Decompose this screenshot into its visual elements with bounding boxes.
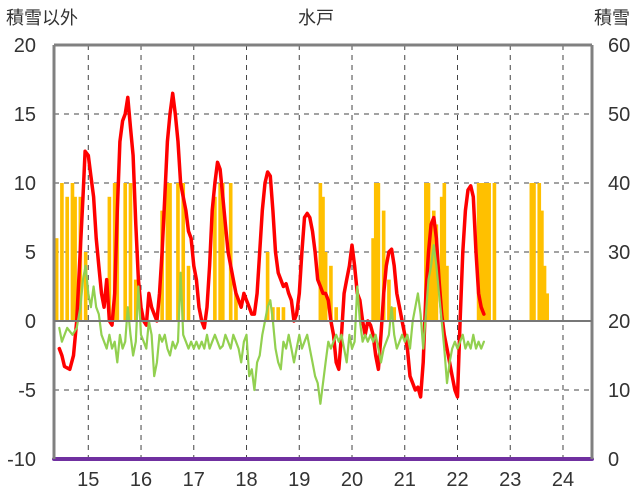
snow-bar [532,183,536,321]
snow-bar [218,183,222,321]
y-tick-left: 15 [14,104,36,126]
y-tick-right: 40 [608,173,630,195]
y-tick-left: -5 [18,380,36,402]
snow-bar [429,224,433,321]
snow-bar [487,183,491,321]
y-tick-right: 30 [608,242,630,264]
snow-bar [107,196,112,321]
snow-bar [439,196,444,321]
snow-bar [387,279,391,321]
snow-bar [479,183,484,321]
snow-bar [537,183,542,321]
snow-bar [321,196,325,321]
snow-bar [542,265,547,321]
snow-bar [392,307,397,321]
plot-frame [52,43,594,459]
snow-bar [431,210,436,321]
y-tick-left: -10 [7,449,36,471]
snow-bar [529,183,534,321]
snow-bar [445,265,449,321]
snow-bar [220,183,225,321]
snow-bar [54,238,59,321]
snow-bar [83,252,88,321]
x-tick: 19 [288,469,310,491]
snow-bar [128,183,133,321]
snow-bar [545,293,549,321]
snow-bar [492,183,497,321]
snow-bar [482,183,486,321]
snow-bar [373,183,378,321]
high-temp-line [57,91,486,399]
snow-bar [376,183,381,321]
snow-bar [265,252,270,321]
y-tick-left: 5 [25,242,36,264]
snow-bar [168,183,172,321]
snow-bar [65,196,70,321]
snow-bar [540,210,544,321]
snow-bar [276,307,280,321]
temperature-lines [52,91,594,461]
y-tick-left: 0 [25,311,36,333]
x-tick: 16 [130,469,152,491]
x-tick: 22 [446,469,468,491]
snow-bar [60,183,64,321]
low-temp-line [58,244,485,405]
snow-bar [213,196,217,321]
snow-bar [186,265,191,321]
y-tick-right: 10 [608,380,630,402]
axis-frame [52,43,594,459]
x-tick: 18 [235,469,257,491]
snow-bar [133,279,138,321]
snow-bar [381,210,386,321]
snow-bar [329,265,333,321]
snow-bar [181,183,186,321]
x-tick: 17 [183,469,205,491]
snow-bar [334,307,339,321]
chart-title: 水戸 [298,8,334,29]
snow-bar [165,183,170,321]
snow-bar [371,238,375,321]
y-tick-left: 10 [14,173,36,195]
snow-bar [424,183,428,321]
snow-bar [176,183,180,321]
x-tick: 21 [394,469,416,491]
snow-bar [70,183,75,321]
snow-bar [318,183,323,321]
snow-bar [484,183,489,321]
x-tick: 15 [77,469,99,491]
y-label-left: 積雪以外 [6,8,78,29]
snow-bar [476,183,481,321]
y-tick-right: 60 [608,35,630,57]
y-tick-right: 50 [608,104,630,126]
snow-bars [54,183,549,321]
y-label-right: 積雪 [594,8,630,29]
snow-bar [323,252,328,321]
snow-bar [234,293,238,321]
x-tick: 24 [552,469,574,491]
y-tick-right: 0 [608,449,619,471]
tick-labels: 20 60 15 50 10 40 5 30 0 20 -5 10 -10 0 15 16 17 18 19 20 21… [7,35,630,491]
y-tick-left: 20 [14,35,36,57]
x-tick: 20 [341,469,363,491]
snow-bar [73,196,77,321]
snow-bar [123,183,128,321]
snow-bar [281,307,286,321]
snow-bar [442,183,447,321]
y-tick-right: 20 [608,311,630,333]
x-tick: 23 [499,469,521,491]
snow-bar [228,183,233,321]
